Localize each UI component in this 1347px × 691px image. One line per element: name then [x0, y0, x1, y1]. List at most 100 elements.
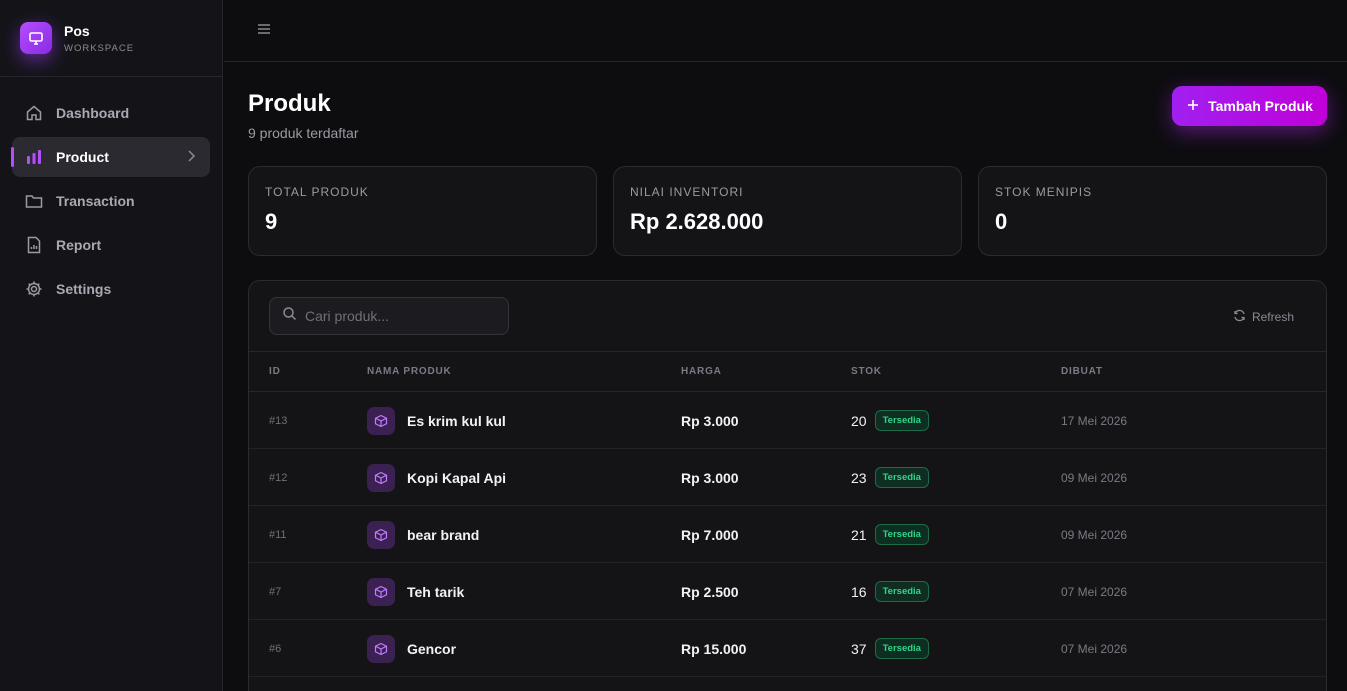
column-header-name: NAMA PRODUK: [367, 366, 452, 377]
brand-subtitle: WORKSPACE: [64, 42, 135, 54]
product-stock: 16: [851, 583, 867, 600]
product-name: Gencor: [407, 640, 457, 657]
product-stock: 21: [851, 526, 867, 543]
product-price: Rp 3.000: [681, 469, 739, 486]
product-created: 07 Mei 2026: [1061, 584, 1128, 599]
product-price: Rp 15.000: [681, 640, 747, 657]
product-stock-cell: 37 Tersedia: [851, 620, 929, 677]
product-stock-cell: 23 Tersedia: [851, 449, 929, 506]
stat-value: Rp 2.628.000: [630, 209, 764, 234]
refresh-button[interactable]: Refresh: [1233, 309, 1294, 325]
product-created: 07 Mei 2026: [1061, 641, 1128, 656]
column-header-stock: STOK: [851, 366, 882, 377]
status-badge: Tersedia: [874, 467, 929, 488]
product-name-cell: bear brand: [367, 506, 479, 563]
products-panel: Refresh ID NAMA PRODUK HARGA STOK DIBUAT…: [248, 280, 1327, 691]
stat-card-low-stock: STOK MENIPIS 0: [978, 166, 1327, 256]
table-row[interactable]: #11 bear brand Rp 7.000 21 Tersedia 09 M…: [249, 506, 1326, 563]
product-id: #7: [269, 585, 282, 598]
sidebar-item-product[interactable]: Product: [11, 137, 210, 177]
sidebar-item-label: Product: [56, 149, 109, 165]
product-id: #6: [269, 642, 282, 655]
plus-icon: [1186, 98, 1200, 115]
sidebar-item-label: Transaction: [56, 193, 135, 209]
search-box[interactable]: [269, 297, 509, 335]
box-icon: [367, 520, 395, 549]
product-name-cell: Gencor: [367, 620, 456, 677]
stat-label: TOTAL PRODUK: [265, 185, 369, 199]
product-name-cell: Kopi Kapal Api: [367, 449, 506, 506]
product-name: Kopi Kapal Api: [407, 469, 507, 486]
product-stock: 37: [851, 640, 867, 657]
topbar: [224, 0, 1347, 62]
box-icon: [367, 463, 395, 492]
gear-icon: [24, 279, 44, 299]
product-created: 17 Mei 2026: [1061, 413, 1128, 428]
product-created: 09 Mei 2026: [1061, 470, 1128, 485]
product-price: Rp 3.000: [681, 412, 739, 429]
product-price: Rp 7.000: [681, 526, 739, 543]
sidebar-item-report[interactable]: Report: [12, 225, 210, 265]
status-badge: Tersedia: [874, 524, 929, 545]
page-title: Produk: [248, 90, 331, 117]
product-stock-cell: 20 Tersedia: [851, 392, 929, 449]
bar-chart-icon: [24, 147, 44, 167]
product-stock-cell: 21 Tersedia: [851, 506, 929, 563]
brand-name: Pos: [64, 22, 90, 39]
add-product-button[interactable]: Tambah Produk: [1172, 86, 1327, 126]
status-badge: Tersedia: [874, 410, 929, 431]
stat-label: NILAI INVENTORI: [630, 185, 744, 199]
table-header: ID NAMA PRODUK HARGA STOK DIBUAT: [249, 352, 1326, 392]
product-id: #12: [269, 471, 288, 484]
product-stock-cell: 16 Tersedia: [851, 563, 929, 620]
stat-label: STOK MENIPIS: [995, 185, 1093, 199]
panel-toolbar: Refresh: [249, 281, 1326, 352]
column-header-id: ID: [269, 366, 281, 377]
box-icon: [367, 634, 395, 663]
sidebar-item-dashboard[interactable]: Dashboard: [12, 93, 210, 133]
sidebar-item-settings[interactable]: Settings: [12, 269, 210, 309]
table-row[interactable]: #12 Kopi Kapal Api Rp 3.000 23 Tersedia …: [249, 449, 1326, 506]
search-input[interactable]: [305, 308, 495, 324]
product-name-cell: Teh tarik: [367, 563, 464, 620]
refresh-icon: [1233, 309, 1246, 325]
product-name: Teh tarik: [407, 583, 465, 600]
product-id: #11: [269, 528, 287, 541]
stat-value: 9: [265, 209, 278, 234]
sidebar-item-label: Dashboard: [56, 105, 130, 121]
refresh-label: Refresh: [1251, 310, 1294, 324]
column-header-created: DIBUAT: [1061, 366, 1103, 377]
table-row[interactable]: #6 Gencor Rp 15.000 37 Tersedia 07 Mei 2…: [249, 620, 1326, 677]
table-row[interactable]: #7 Teh tarik Rp 2.500 16 Tersedia 07 Mei…: [249, 563, 1326, 620]
status-badge: Tersedia: [874, 638, 929, 659]
product-name: Es krim kul kul: [407, 412, 506, 429]
brand: Pos WORKSPACE: [0, 0, 222, 77]
hamburger-icon[interactable]: [256, 21, 274, 39]
product-created: 09 Mei 2026: [1061, 527, 1128, 542]
stat-card-total-products: TOTAL PRODUK 9: [248, 166, 597, 256]
stat-card-inventory-value: NILAI INVENTORI Rp 2.628.000: [613, 166, 962, 256]
table-body: #13 Es krim kul kul Rp 3.000 20 Tersedia…: [249, 392, 1326, 677]
document-icon: [24, 235, 44, 255]
sidebar-item-transaction[interactable]: Transaction: [12, 181, 210, 221]
stats-row: TOTAL PRODUK 9 NILAI INVENTORI Rp 2.628.…: [248, 166, 1327, 256]
status-badge: Tersedia: [874, 581, 929, 602]
monitor-icon: [20, 22, 52, 54]
box-icon: [367, 577, 395, 606]
search-icon: [282, 306, 297, 326]
product-stock: 23: [851, 469, 867, 486]
page-subtitle: 9 produk terdaftar: [248, 125, 359, 141]
table-row[interactable]: #13 Es krim kul kul Rp 3.000 20 Tersedia…: [249, 392, 1326, 449]
product-name: bear brand: [407, 526, 480, 543]
product-stock: 20: [851, 412, 867, 429]
sidebar-nav: Dashboard Product: [0, 77, 222, 329]
sidebar-item-label: Settings: [56, 281, 112, 297]
sidebar: Pos WORKSPACE Dashboard Product: [0, 0, 223, 691]
stat-value: 0: [995, 209, 1008, 234]
product-price: Rp 2.500: [681, 583, 739, 600]
home-icon: [24, 103, 44, 123]
sidebar-item-label: Report: [56, 237, 102, 253]
column-header-price: HARGA: [681, 366, 722, 377]
product-name-cell: Es krim kul kul: [367, 392, 506, 449]
box-icon: [367, 406, 395, 435]
